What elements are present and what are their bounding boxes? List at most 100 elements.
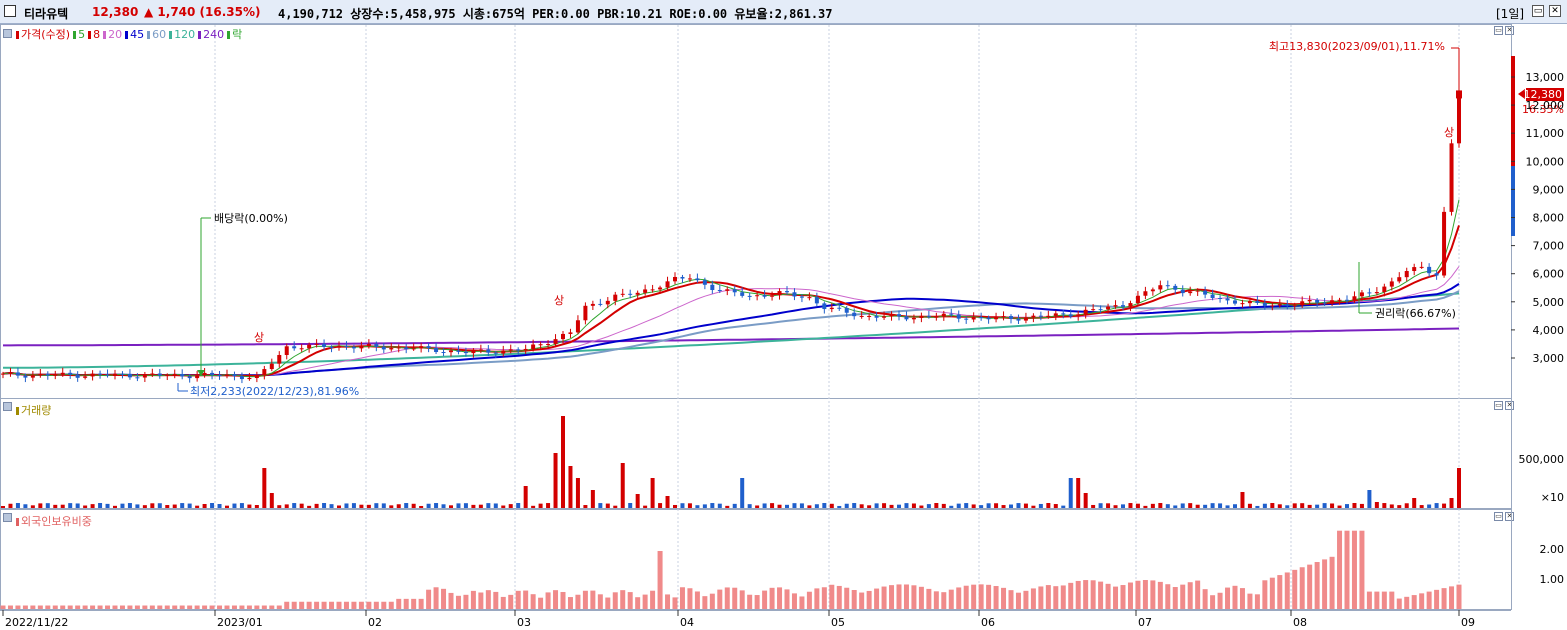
candle-body [23,375,28,378]
foreign-bar [224,605,230,609]
stock-name[interactable]: 티라유텍 [24,7,69,21]
foreign-bar [1441,588,1447,609]
foreign-bar [246,605,252,609]
foreign-bar [612,592,618,609]
candle-body [546,344,551,346]
foreign-bar [1262,580,1268,609]
volume-bar [658,503,663,508]
candle-body [366,344,371,347]
volume-bar [1203,504,1208,508]
candle-body [508,349,513,351]
volume-bar [284,504,289,508]
candle-body [680,276,685,279]
candle-body [575,320,580,333]
candle-body [1412,267,1417,272]
foreign-bar [821,587,827,609]
candle-body [516,349,521,351]
candle-body [157,373,162,376]
x-tick-label: 2022/11/22 [5,616,68,629]
period-selector[interactable]: [1일] [1496,7,1525,21]
foreign-panel-menu-icon[interactable] [3,513,12,522]
volume-panel-close-icon[interactable]: ✕ [1505,401,1514,410]
candle-body [829,307,834,310]
candle-body [127,374,132,378]
volume-legend-label: 거래량 [21,404,52,417]
foreign-panel-minimize-icon[interactable]: ▭ [1494,512,1503,521]
candle-body [277,354,282,364]
foreign-bar [209,605,215,609]
foreign-panel-close-icon[interactable]: ✕ [1505,512,1514,521]
candle-body [867,315,872,317]
volume-bar [1053,504,1058,508]
candle-body [1009,316,1013,319]
foreign-bar [1254,594,1260,609]
select-checkbox[interactable] [4,5,16,17]
y-tick-label: 8,000 [1533,212,1565,225]
volume-bar [583,505,588,508]
candle-body [142,374,147,378]
price-panel-menu-icon[interactable] [3,29,12,38]
foreign-bar [1374,591,1380,609]
candle-body [620,293,625,295]
foreign-bar [82,605,88,609]
candle-body [613,294,618,301]
volume-bar [523,486,528,508]
volume-panel-menu-icon[interactable] [3,402,12,411]
candle-body [964,318,969,320]
volume-legend: 거래량 [16,402,51,418]
y-tick-label: 11,000 [1526,127,1565,140]
volume-bar [590,490,595,508]
foreign-bar [500,596,506,609]
volume-bar [1091,504,1096,508]
foreign-bar [769,587,775,609]
minimize-icon[interactable]: ▭ [1532,5,1544,17]
foreign-bar [381,601,387,609]
foreign-bar [179,605,185,609]
candle-body [1083,309,1088,315]
candle-body [919,315,924,318]
candle-body [45,373,50,376]
volume-bar [941,503,946,508]
price-panel-minimize-icon[interactable]: ▭ [1494,26,1503,35]
foreign-bar [1090,580,1096,609]
volume-bar [135,504,140,508]
candle-body [53,374,58,376]
foreign-bar [455,595,461,609]
foreign-bar [896,584,902,609]
foreign-bar [851,590,857,609]
foreign-bar [836,585,842,609]
volume-bar [1434,503,1439,508]
close-icon[interactable]: ✕ [1549,5,1561,17]
volume-bar [247,504,252,508]
volume-bar [396,504,401,508]
candle-body [814,297,819,304]
price-panel-close-icon[interactable]: ✕ [1505,26,1514,35]
candle-body [859,315,864,317]
volume-bar [740,478,745,508]
volume-bar [867,505,872,508]
foreign-bar [687,588,693,609]
foreign-bar [366,601,372,609]
high-annotation: 최고13,830(2023/09/01),11.71% [1269,40,1460,56]
candle-body [359,346,364,349]
foreign-bar [202,605,208,609]
volume-bar [1285,505,1290,508]
foreign-bar [956,587,962,609]
volume-bar [785,504,789,508]
candle-body [807,297,812,299]
foreign-bar [1187,582,1193,609]
x-tick-label: 03 [517,616,531,629]
x-tick-label: 05 [831,616,845,629]
volume-bar [98,503,103,508]
volume-bar [829,503,834,508]
volume-y-tick-label: 500,000 [1519,453,1565,466]
volume-bar [1404,503,1409,508]
foreign-bar [620,590,626,609]
volume-panel-minimize-icon[interactable]: ▭ [1494,401,1503,410]
candle-body [269,363,274,370]
volume-bar [1442,503,1447,508]
foreign-bar [343,601,349,609]
foreign-bar [1232,585,1238,609]
candle-body [1225,298,1230,301]
